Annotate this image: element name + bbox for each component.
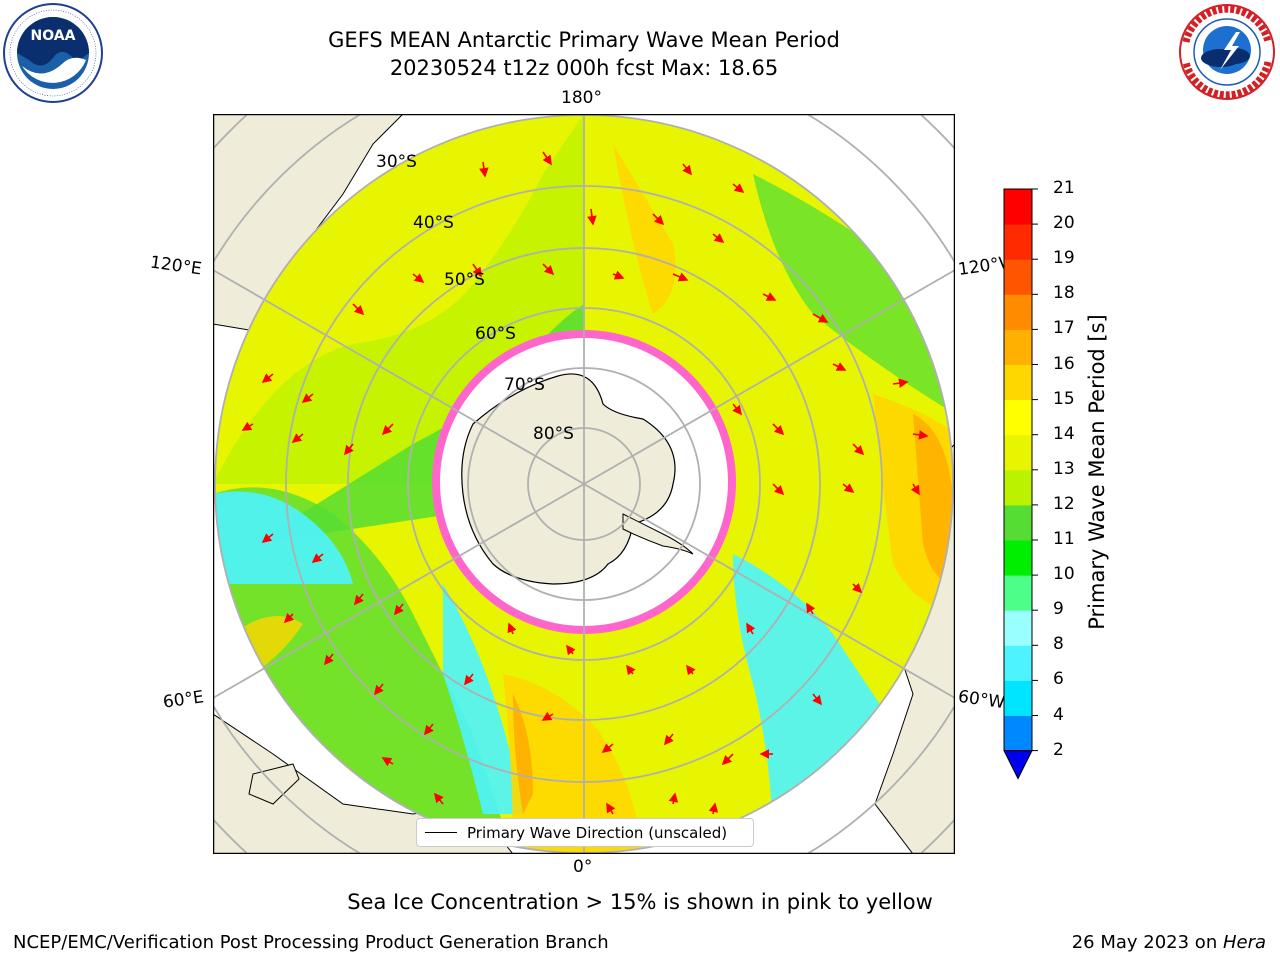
title-line-2: 20230524 t12z 000h fcst Max: 18.65	[389, 56, 779, 80]
lat-label-50s: 50°S	[444, 270, 485, 290]
lon-label-60w-visible: 60°W	[956, 686, 1007, 714]
antarctic-peninsula-land	[622, 513, 694, 555]
colorbar-band	[1004, 645, 1032, 681]
colorbar-band	[1004, 715, 1032, 752]
lon-label-180: 180°	[561, 88, 602, 108]
footer-organization: NCEP/EMC/Verification Post Processing Pr…	[13, 932, 609, 953]
colorbar-extend-triangle	[1003, 750, 1033, 780]
lon-label-120e: 120°E	[148, 252, 203, 280]
colorbar-band	[1004, 329, 1032, 365]
footer-date: 26 May 2023 on Hera	[1072, 932, 1266, 953]
colorbar-tick-label: 14	[1053, 423, 1075, 444]
colorbar-tick-label: 21	[1053, 178, 1075, 198]
colorbar-tick-label: 18	[1053, 283, 1075, 304]
colorbar-band	[1004, 259, 1032, 295]
wave-direction-arrows	[241, 151, 929, 815]
colorbar-tick-label: 16	[1053, 353, 1075, 374]
sea-ice-note: Sea Ice Concentration > 15% is shown in …	[347, 890, 933, 914]
colorbar-tick-label: 6	[1053, 669, 1064, 690]
colorbar-tick-label: 12	[1053, 493, 1075, 514]
noaa-text: NOAA	[31, 28, 76, 44]
map-legend: Primary Wave Direction (unscaled)	[416, 818, 754, 847]
footer-machine: Hera	[1222, 932, 1266, 953]
footer-date-text: 26 May 2023 on	[1071, 932, 1223, 953]
nws-logo	[1179, 4, 1275, 100]
colorbar-band	[1004, 434, 1032, 471]
title-line-1: GEFS MEAN Antarctic Primary Wave Mean Pe…	[328, 28, 840, 52]
colorbar-tick-label: 10	[1053, 564, 1075, 585]
colorbar-band	[1004, 575, 1032, 611]
colorbar-title: Primary Wave Mean Period [s]	[1085, 314, 1109, 630]
colorbar-band	[1004, 189, 1032, 225]
colorbar-tick-label: 4	[1053, 704, 1064, 725]
colorbar-tick-label: 8	[1053, 634, 1064, 655]
lat-label-60s: 60°S	[475, 324, 516, 344]
colorbar-band	[1004, 504, 1032, 541]
colorbar	[1003, 188, 1038, 780]
colorbar-tick-label: 20	[1053, 213, 1075, 234]
colorbar-band	[1004, 399, 1032, 436]
colorbar-tick-label: 13	[1053, 458, 1075, 479]
lat-label-70s: 70°S	[504, 375, 545, 395]
colorbar-band	[1004, 294, 1032, 330]
colorbar-band	[1004, 610, 1032, 646]
colorbar-band	[1004, 364, 1032, 401]
antarctic-map	[213, 114, 955, 854]
lat-label-80s: 80°S	[533, 424, 574, 444]
lat-label-40s: 40°S	[413, 213, 454, 233]
chart-title: GEFS MEAN Antarctic Primary Wave Mean Pe…	[328, 26, 840, 82]
legend-line-swatch	[425, 832, 457, 833]
colorbar-tick-label: 2	[1053, 739, 1064, 760]
colorbar-band	[1004, 680, 1032, 716]
colorbar-band	[1004, 224, 1032, 260]
colorbar-tick-label: 11	[1053, 529, 1075, 549]
colorbar-tick-label: 9	[1053, 599, 1064, 620]
colorbar-band	[1004, 469, 1032, 506]
lon-label-60e: 60°E	[161, 687, 206, 713]
colorbar-tick-label: 15	[1053, 388, 1075, 409]
legend-label: Primary Wave Direction (unscaled)	[467, 823, 728, 842]
colorbar-tick-label: 19	[1053, 248, 1075, 269]
noaa-logo: NOAA	[3, 3, 103, 103]
lon-label-0: 0°	[573, 857, 593, 877]
colorbar-band	[1004, 540, 1032, 576]
lat-label-30s: 30°S	[376, 152, 417, 172]
colorbar-tick-label: 17	[1053, 318, 1075, 339]
